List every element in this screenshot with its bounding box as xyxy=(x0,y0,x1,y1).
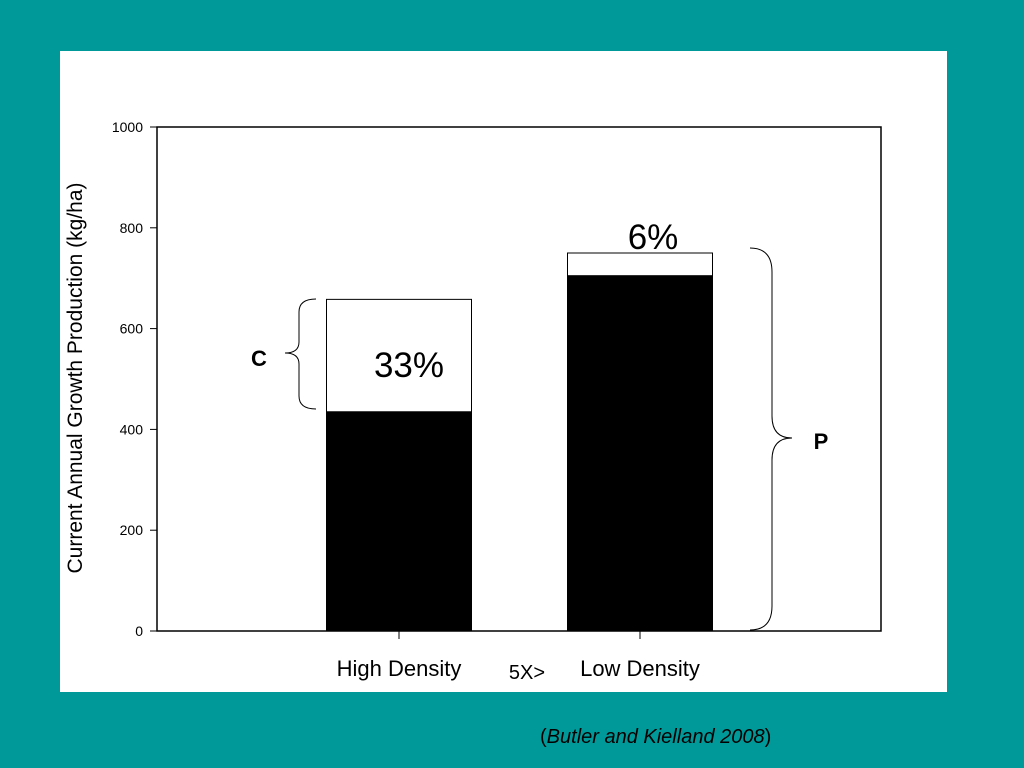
citation-open-paren: ( xyxy=(540,726,547,748)
y-tick-label: 200 xyxy=(120,522,144,538)
brace-label-p: P xyxy=(814,429,829,454)
percent-label-low-density: 6% xyxy=(628,218,679,257)
bar-high-density-lower xyxy=(326,411,472,632)
x-tick-label-low-density: Low Density xyxy=(580,656,700,681)
citation-text: Butler and Kielland 2008 xyxy=(546,726,765,748)
citation: (Butler and Kielland 2008) xyxy=(540,726,771,749)
brace-label-c: C xyxy=(251,346,267,371)
citation-close-paren: ) xyxy=(764,726,772,748)
y-tick-label: 400 xyxy=(120,421,144,437)
y-tick-label: 800 xyxy=(120,220,144,236)
y-tick-label: 1000 xyxy=(112,119,143,135)
y-axis-ticks: 0 200 400 600 800 1000 xyxy=(112,119,157,639)
ratio-annotation: 5X> xyxy=(509,662,545,684)
bar-low-density-upper xyxy=(567,252,713,277)
chart-panel xyxy=(60,51,947,692)
bars xyxy=(326,252,713,632)
x-axis-ticks xyxy=(398,631,641,639)
y-tick-label: 0 xyxy=(135,623,143,639)
bar-low-density-lower xyxy=(567,275,713,632)
brace-p xyxy=(749,247,793,631)
bar-high-density-upper xyxy=(326,298,472,413)
brace-c xyxy=(284,298,317,410)
plot-frame xyxy=(156,126,882,632)
percent-label-high-density: 33% xyxy=(374,346,444,385)
x-tick-label-high-density: High Density xyxy=(337,656,462,681)
y-tick-label: 600 xyxy=(120,321,144,337)
y-axis-label: Current Annual Growth Production (kg/ha) xyxy=(64,182,87,573)
